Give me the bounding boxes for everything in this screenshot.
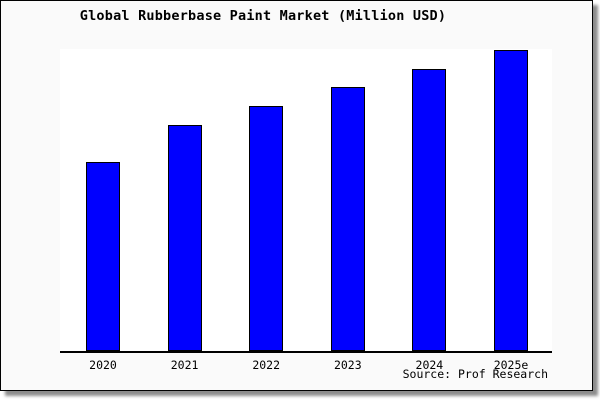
x-tick-label-2025e: 2025e: [493, 358, 529, 372]
x-tick-label-2022: 2022: [252, 358, 281, 372]
bar-2023: [330, 87, 365, 351]
x-tick-label-2021: 2021: [170, 358, 199, 372]
source-credit: Source: Prof Research: [402, 367, 548, 381]
bar-2021: [167, 125, 202, 351]
chart-figure: Global Rubberbase Paint Market (Million …: [0, 0, 593, 391]
bar-2025e: [494, 49, 528, 351]
bar-2020: [86, 161, 120, 351]
x-tick-label-2020: 2020: [89, 358, 117, 372]
bar-2024: [412, 68, 447, 351]
plot-area: 2020 2021 2022 2023 2024 2025e: [60, 49, 552, 372]
bar-2022: [249, 106, 284, 351]
chart-title: Global Rubberbase Paint Market (Million …: [79, 8, 447, 24]
x-tick-label-2024: 2024: [415, 358, 444, 372]
x-tick-label-2023: 2023: [333, 358, 362, 372]
